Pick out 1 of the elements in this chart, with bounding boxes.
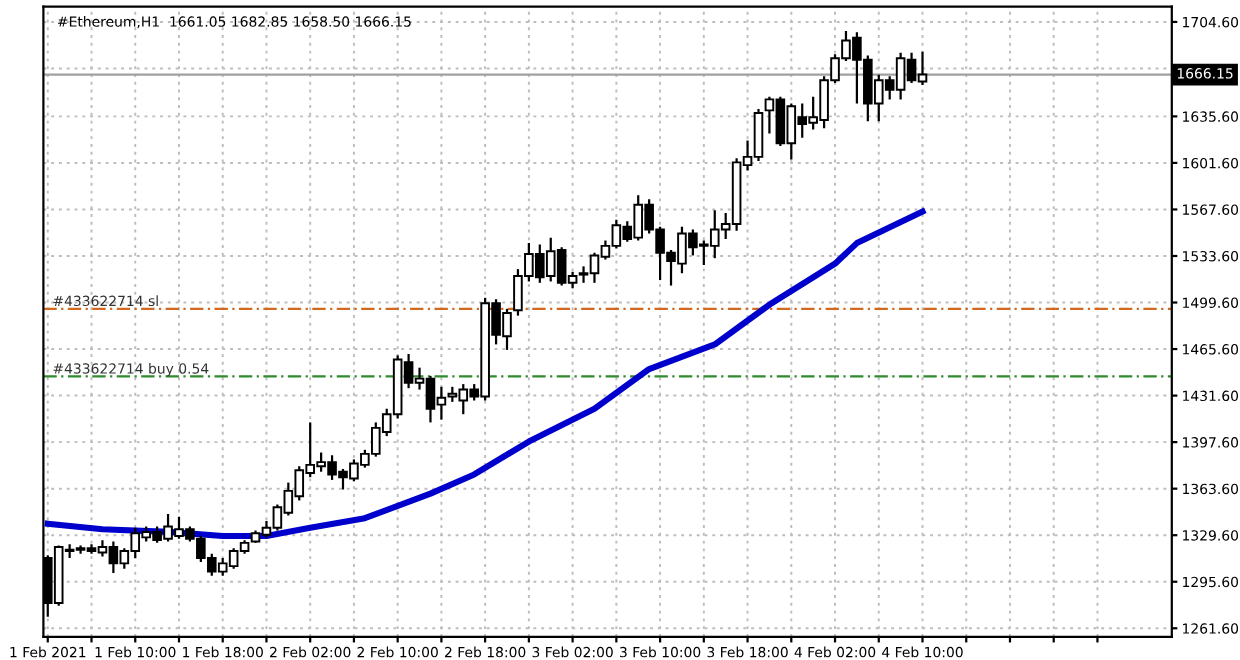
line-series: [44, 208, 926, 540]
